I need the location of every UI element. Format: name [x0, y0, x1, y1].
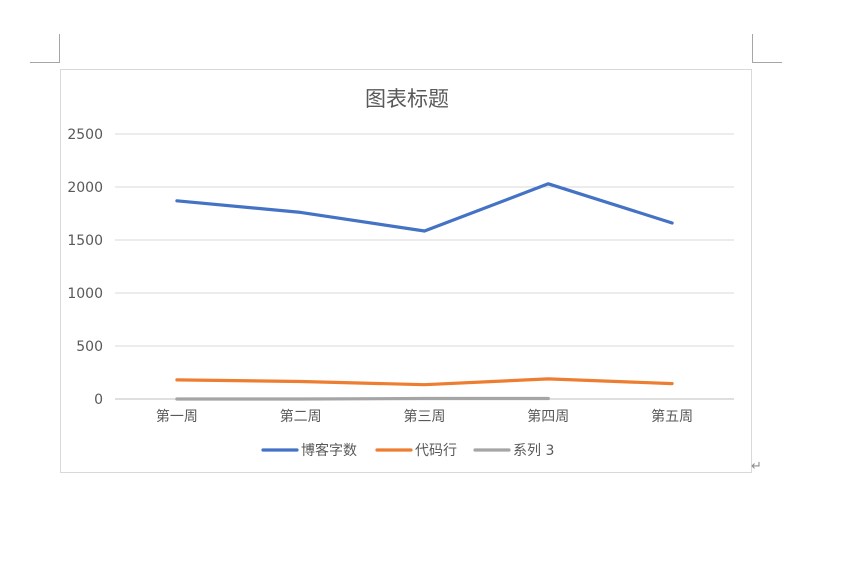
series-line[interactable] — [175, 377, 674, 387]
y-tick-label: 2000 — [67, 180, 103, 196]
series-line[interactable] — [175, 182, 674, 233]
line-chart: 图表标题 0 500 1000 1500 2000 2500 第一周 第二周 第三周 第四周 第五… — [67, 87, 734, 459]
crop-mark-top-right-vertical — [752, 34, 753, 63]
y-tick-label: 1000 — [67, 286, 103, 302]
legend-item[interactable]: 代码行 — [375, 443, 457, 459]
y-tick-label: 0 — [94, 392, 103, 408]
chart-frame[interactable]: 图表标题 0 500 1000 1500 2000 2500 第一周 第二周 第三周 第四周 第五… — [60, 69, 752, 473]
crop-mark-top-left-vertical — [59, 34, 60, 63]
y-tick-label: 2500 — [67, 127, 103, 143]
chart-title[interactable]: 图表标题 — [365, 87, 449, 111]
y-tick-label: 1500 — [67, 233, 103, 249]
x-tick-label: 第五周 — [651, 408, 693, 425]
crop-mark-top-right-horizontal — [752, 62, 782, 63]
x-tick-label: 第三周 — [404, 408, 446, 425]
paragraph-mark: ↵ — [751, 459, 762, 474]
legend-label: 博客字数 — [301, 442, 357, 459]
legend-label: 代码行 — [415, 443, 457, 459]
legend-label: 系列 3 — [513, 443, 554, 459]
crop-mark-top-left-horizontal — [30, 62, 60, 63]
x-tick-label: 第二周 — [280, 408, 322, 425]
legend-item[interactable]: 系列 3 — [473, 443, 554, 459]
legend-item[interactable]: 博客字数 — [261, 442, 357, 459]
x-tick-label: 第一周 — [156, 408, 198, 425]
series-line[interactable] — [175, 396, 550, 401]
x-tick-label: 第四周 — [527, 408, 569, 425]
y-tick-label: 500 — [76, 339, 103, 355]
